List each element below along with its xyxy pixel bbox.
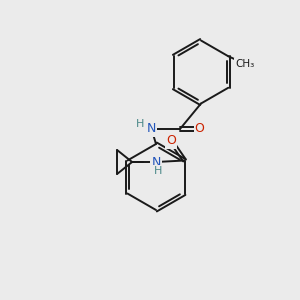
Text: O: O: [166, 134, 176, 148]
Text: H: H: [153, 166, 162, 176]
Text: N: N: [147, 122, 156, 136]
Text: O: O: [195, 122, 204, 136]
Text: H: H: [136, 119, 144, 130]
Text: CH₃: CH₃: [235, 59, 254, 69]
Text: N: N: [152, 155, 161, 169]
